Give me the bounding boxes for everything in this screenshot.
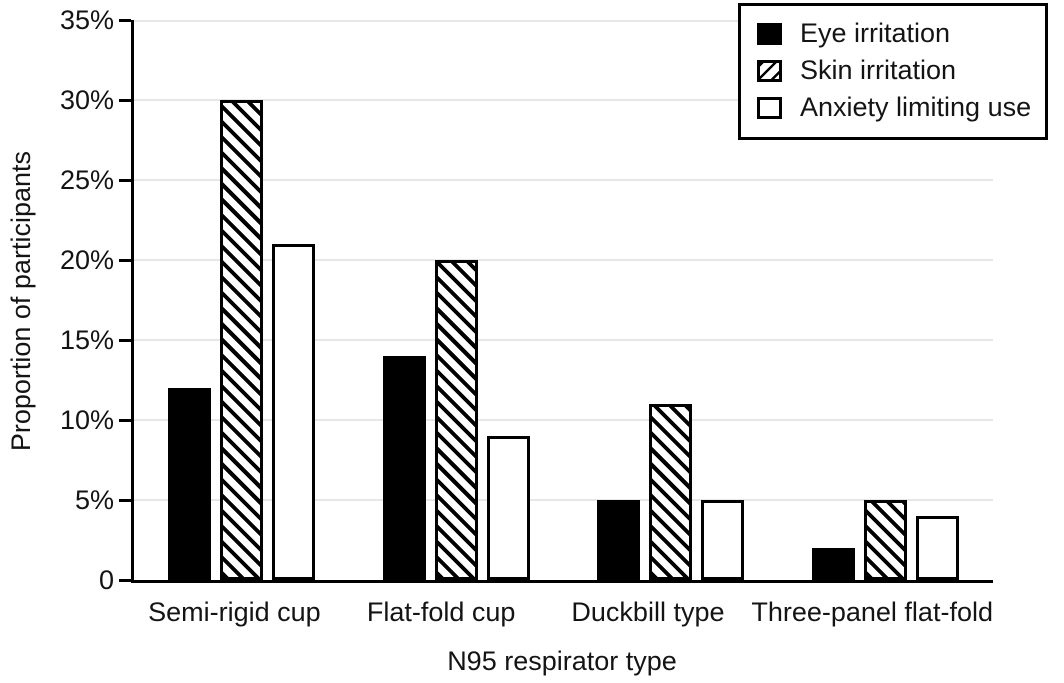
gridline-20 <box>134 259 993 261</box>
gridline-15 <box>134 339 993 341</box>
bar-eye-irritation-semi-rigid-cup <box>167 388 211 580</box>
bar-anxiety-limiting-use-three-panel-flat-fold <box>916 516 960 580</box>
y-tick-10 <box>119 419 131 422</box>
plot-area: 0 5% 10% 15% 20% 25% 30% 35% <box>60 5 993 595</box>
gridline-10 <box>134 419 993 421</box>
y-tick-label-25: 25% <box>59 165 114 195</box>
y-tick-30 <box>119 99 131 102</box>
category-label-three-panel-flat-fold: Three-panel flat-fold <box>751 597 993 627</box>
y-tick-15 <box>119 339 131 342</box>
legend-swatch-eye-irritation <box>757 22 782 45</box>
bar-group-three-panel-flat-fold <box>778 20 993 580</box>
y-tick-label-20: 20% <box>59 245 114 275</box>
y-tick-label-5: 5% <box>74 485 114 515</box>
y-tick-20 <box>119 259 131 262</box>
bar-eye-irritation-three-panel-flat-fold <box>812 548 856 580</box>
legend: Eye irritation Skin irritation Anxiety lim… <box>738 3 1049 140</box>
bar-eye-irritation-duckbill-type <box>597 500 641 580</box>
y-tick-5 <box>119 499 131 502</box>
bars-layer <box>134 20 993 580</box>
legend-label-eye-irritation: Eye irritation <box>800 18 951 48</box>
category-label-semi-rigid-cup: Semi-rigid cup <box>148 597 321 627</box>
x-axis-title: N95 respirator type <box>131 646 993 677</box>
bar-group-duckbill-type <box>564 20 779 580</box>
y-tick-label-10: 10% <box>59 405 114 435</box>
bar-skin-irritation-duckbill-type <box>649 404 693 580</box>
legend-item-anxiety-limiting-use: Anxiety limiting use <box>757 89 1031 126</box>
bar-anxiety-limiting-use-semi-rigid-cup <box>271 244 315 580</box>
legend-swatch-anxiety-limiting-use <box>757 96 782 119</box>
bar-anxiety-limiting-use-duckbill-type <box>701 500 745 580</box>
gridline-25 <box>134 179 993 181</box>
y-tick-label-30: 30% <box>59 85 114 115</box>
gridline-30 <box>134 99 993 101</box>
x-category-labels: Semi-rigid cup Flat-fold cup Duckbill type… <box>131 597 993 628</box>
bar-anxiety-limiting-use-flat-fold-cup <box>486 436 530 580</box>
bar-group-semi-rigid-cup <box>134 20 349 580</box>
legend-label-anxiety-limiting-use: Anxiety limiting use <box>800 92 1032 122</box>
y-tick-label-35: 35% <box>59 5 114 35</box>
gridline-5 <box>134 499 993 501</box>
bar-group-flat-fold-cup <box>349 20 564 580</box>
y-tick-35 <box>119 19 131 22</box>
category-label-flat-fold-cup: Flat-fold cup <box>366 597 516 627</box>
gridline-35 <box>134 20 993 22</box>
y-tick-label-0: 0 <box>98 565 114 595</box>
bar-eye-irritation-flat-fold-cup <box>382 356 426 580</box>
legend-swatch-skin-irritation <box>757 59 782 82</box>
legend-item-skin-irritation: Skin irritation <box>757 52 1031 89</box>
y-tick-label-15: 15% <box>59 325 114 355</box>
bar-skin-irritation-flat-fold-cup <box>434 260 478 580</box>
bar-skin-irritation-three-panel-flat-fold <box>864 500 908 580</box>
y-tick-25 <box>119 179 131 182</box>
legend-item-eye-irritation: Eye irritation <box>757 15 1031 52</box>
x-axis-title-text: N95 respirator type <box>447 646 677 676</box>
legend-label-skin-irritation: Skin irritation <box>800 55 957 85</box>
category-label-duckbill-type: Duckbill type <box>571 597 725 627</box>
bar-skin-irritation-semi-rigid-cup <box>219 100 263 580</box>
y-tick-0 <box>119 579 131 582</box>
